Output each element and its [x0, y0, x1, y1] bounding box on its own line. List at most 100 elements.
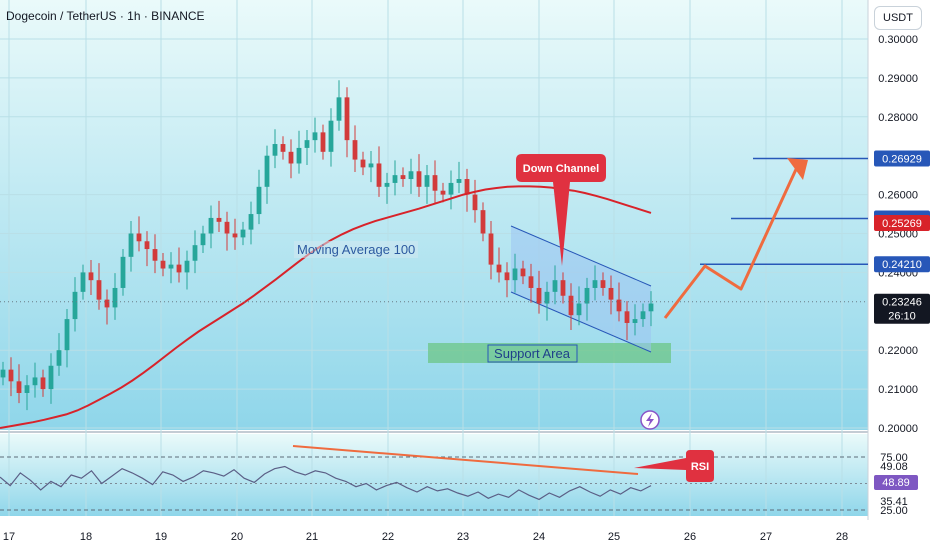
candle-body	[448, 182, 454, 195]
candle-body	[424, 175, 430, 187]
candle-body	[488, 233, 494, 265]
y-tick-label: 0.22000	[878, 345, 918, 357]
forecast-arrowhead	[787, 158, 808, 180]
x-tick-label: 28	[836, 531, 848, 543]
rsi-value-badge: 48.89	[882, 477, 910, 489]
candle-body	[600, 280, 606, 288]
rsi-pane-background	[0, 434, 868, 516]
candle-body	[128, 233, 134, 257]
candle-body	[40, 377, 46, 390]
candle-body	[240, 229, 246, 238]
rsi-tick-label: 75.00	[880, 452, 908, 464]
candle-body	[640, 311, 646, 320]
lightning-icon	[646, 413, 654, 427]
down-channel-label: Down Channel	[523, 163, 599, 175]
candle-body	[472, 194, 478, 211]
rsi-callout-label: RSI	[691, 461, 709, 473]
candle-body	[72, 291, 78, 320]
y-tick-label: 0.26000	[878, 190, 918, 202]
y-tick-label: 0.25000	[878, 229, 918, 241]
support-area-label-box	[487, 344, 578, 363]
candle-body	[80, 272, 86, 292]
candle-body	[280, 144, 286, 152]
candle-body	[232, 233, 238, 238]
candle-body	[288, 151, 294, 164]
candle-body	[520, 268, 526, 277]
down-channel-fill	[511, 226, 651, 352]
rsi-value-badge-bg	[874, 475, 918, 490]
rsi-level-label: 35.41	[880, 496, 908, 508]
candle-body	[0, 369, 6, 378]
support-area-label: Support Area	[494, 346, 571, 361]
x-tick-label: 27	[760, 531, 772, 543]
candle-body	[176, 264, 182, 273]
candle-body	[56, 350, 62, 366]
price-pane-background	[0, 0, 868, 430]
x-tick-label: 19	[155, 531, 167, 543]
ma-value-badge-bg	[874, 215, 930, 232]
chart-title: Dogecoin / TetherUS · 1h · BINANCE	[6, 9, 205, 23]
candle-body	[312, 132, 318, 141]
x-tick-label: 26	[684, 531, 696, 543]
candle-body	[464, 179, 470, 195]
candle-body	[352, 140, 358, 160]
candle-body	[432, 175, 438, 191]
rsi-line	[0, 465, 652, 501]
candle-body	[320, 132, 326, 152]
y-tick-label: 0.21000	[878, 384, 918, 396]
y-tick-label: 0.28000	[878, 112, 918, 124]
candle-body	[64, 319, 70, 351]
y-tick-label: 0.20000	[878, 423, 918, 435]
candle-body	[480, 210, 486, 234]
x-tick-label: 24	[533, 531, 545, 543]
candle-body	[584, 287, 590, 304]
candle-body	[392, 175, 398, 183]
candle-body	[648, 303, 654, 312]
candle-body	[216, 217, 222, 222]
candle-body	[144, 241, 150, 250]
candle-body	[544, 291, 550, 304]
candle-body	[344, 97, 350, 141]
candle-body	[96, 280, 102, 300]
candle-body	[504, 272, 510, 281]
countdown-badge: 26:10	[888, 311, 916, 323]
rsi-tick-label: 25.00	[880, 505, 908, 517]
candle-body	[328, 120, 334, 152]
candle-body	[256, 186, 262, 215]
candle-body	[384, 182, 390, 187]
candle-body	[112, 287, 118, 308]
level-badge-bg	[874, 150, 930, 167]
candle-body	[616, 299, 622, 312]
support-area-zone	[428, 343, 671, 363]
y-tick-label: 0.29000	[878, 73, 918, 85]
candle-body	[496, 264, 502, 273]
down-channel-callout	[516, 154, 606, 266]
candle-body	[120, 256, 126, 288]
candle-body	[248, 214, 254, 230]
candle-body	[528, 276, 534, 288]
candle-body	[136, 233, 142, 242]
currency-badge[interactable]: USDT	[874, 6, 922, 30]
candle-body	[632, 319, 638, 323]
x-tick-label: 25	[608, 531, 620, 543]
candle-body	[568, 295, 574, 316]
down-channel-lower	[510, 291, 652, 353]
x-tick-label: 18	[80, 531, 92, 543]
candle-body	[208, 217, 214, 234]
level-badge: 0.26929	[882, 153, 922, 165]
candle-body	[408, 171, 414, 180]
candle-body	[32, 377, 38, 386]
ma-value-badge: 0.25269	[882, 218, 922, 230]
candle-body	[24, 385, 30, 393]
candle-body	[400, 175, 406, 180]
down-channel-upper	[510, 225, 652, 287]
candle-body	[104, 299, 110, 308]
candle-body	[264, 155, 270, 187]
candle-body	[304, 140, 310, 148]
x-tick-label: 23	[457, 531, 469, 543]
candle-body	[192, 245, 198, 261]
candle-body	[624, 311, 630, 323]
candle-body	[552, 280, 558, 292]
